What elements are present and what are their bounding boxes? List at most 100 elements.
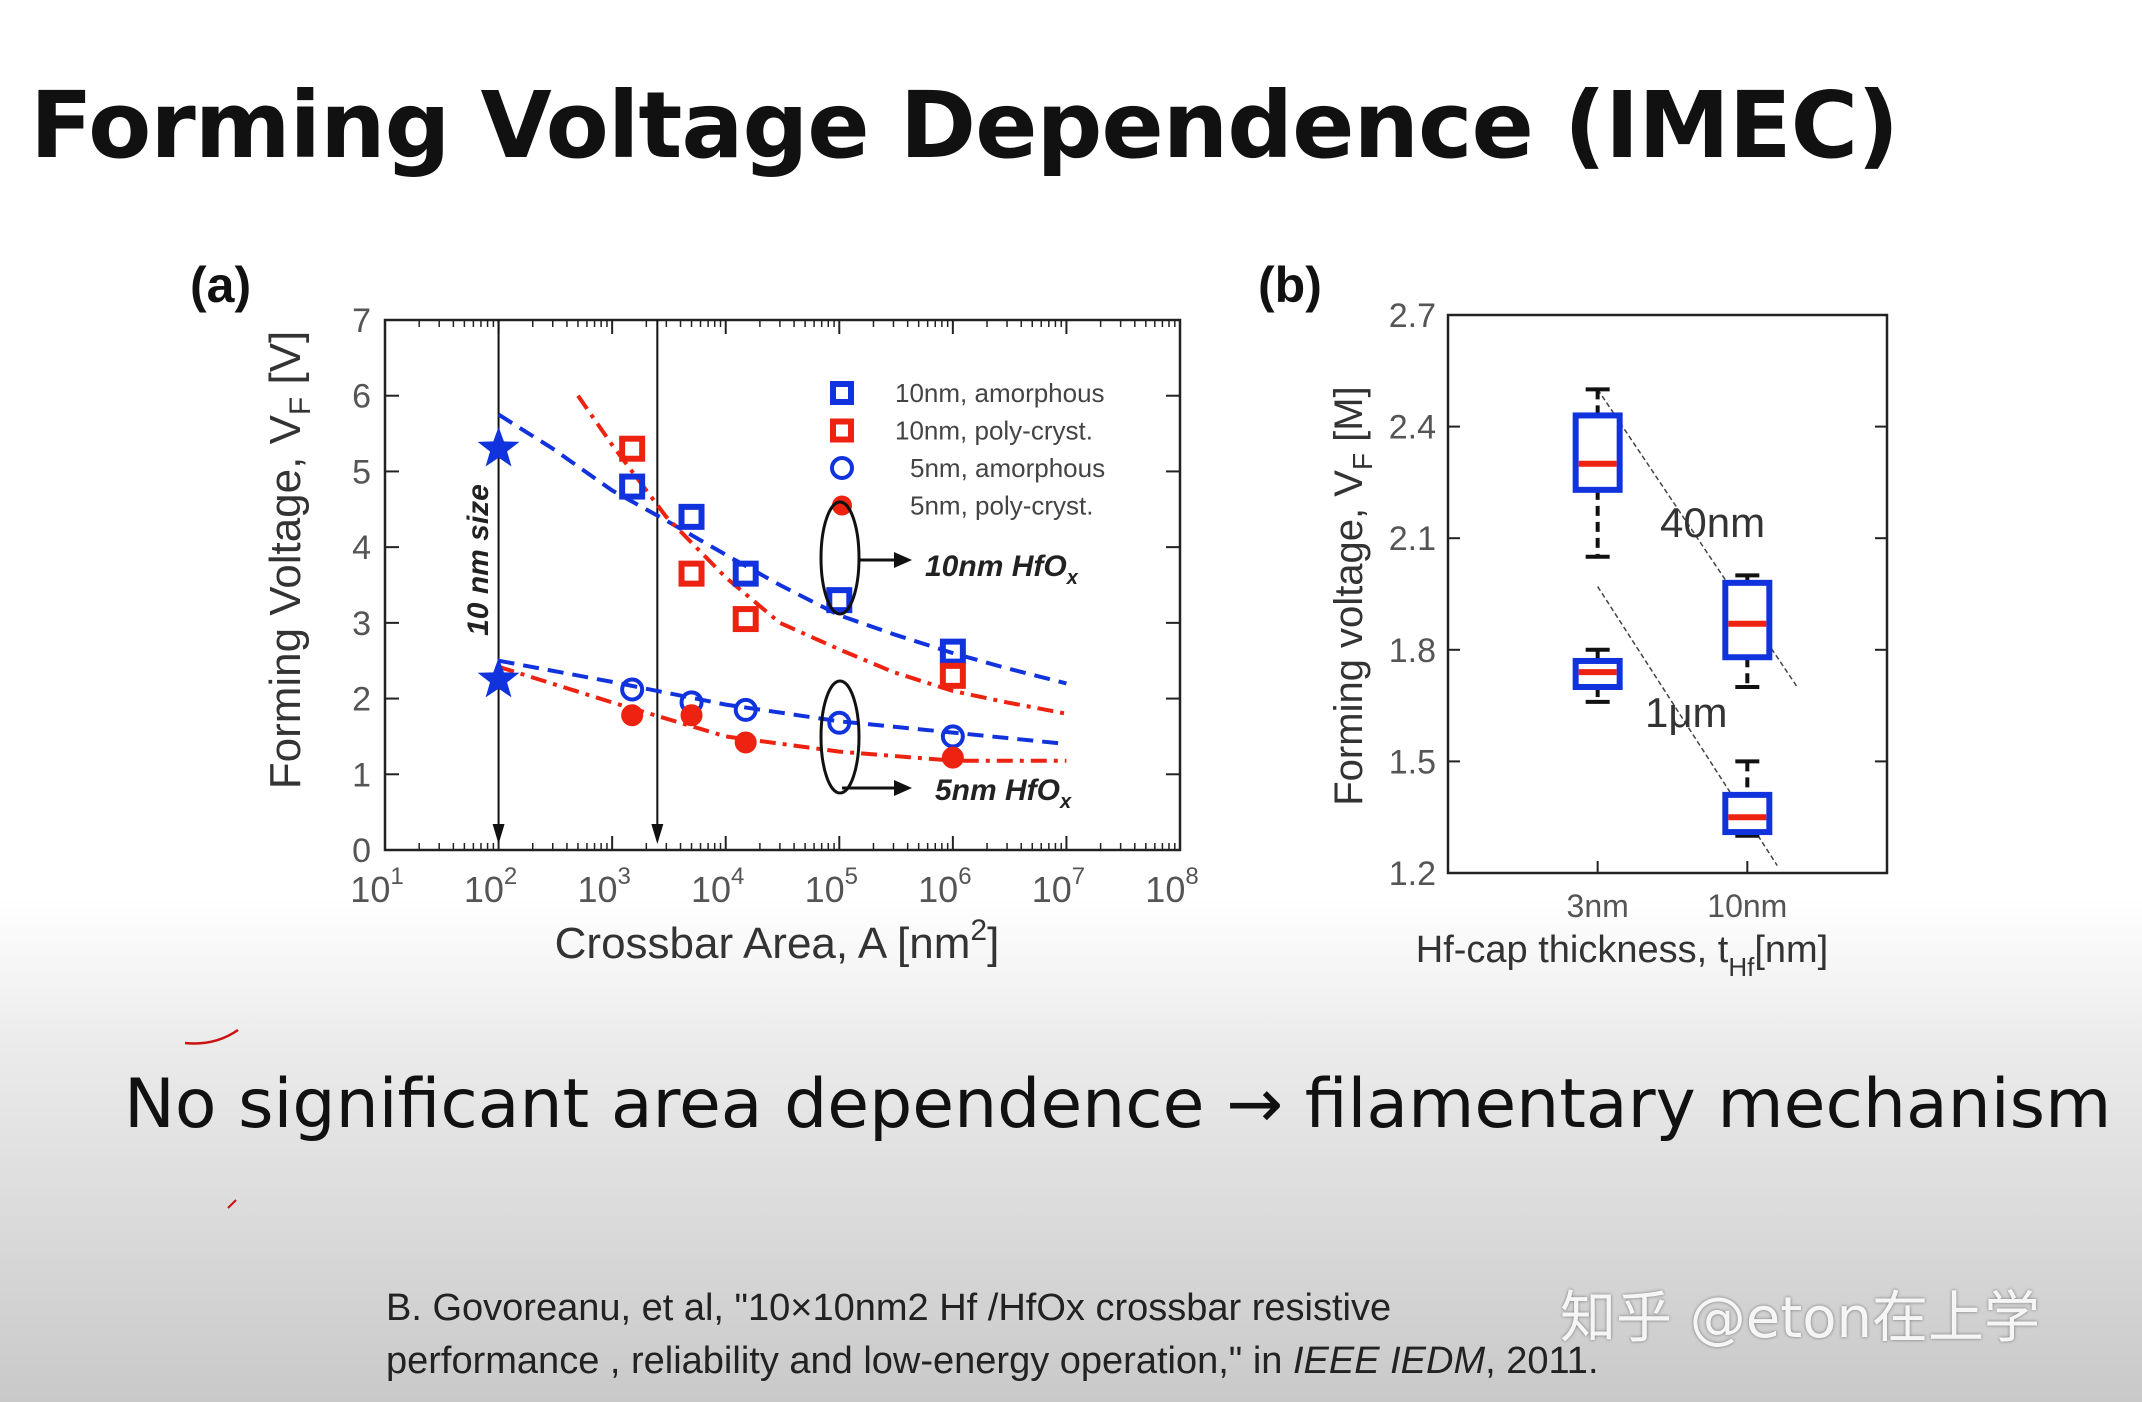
chart-b-xlabel: Hf-cap thickness, tHf[nm] xyxy=(1416,929,1828,982)
x-tick-exponent: 3 xyxy=(617,863,630,890)
legend-marker xyxy=(832,495,852,516)
group-label: 5nm HfOx xyxy=(935,774,1072,813)
x-tick-label: 101 xyxy=(350,863,403,910)
x-tick-label: 102 xyxy=(464,863,517,910)
group-label: 10nm HfOx xyxy=(925,550,1079,589)
x-tick-base: 10 xyxy=(918,869,958,910)
star-marker xyxy=(477,426,520,467)
y-tick-label: 5 xyxy=(352,453,371,491)
data-point-square xyxy=(939,638,966,665)
x-tick-exponent: 8 xyxy=(1185,863,1198,890)
group-arrow-head xyxy=(894,780,912,796)
slide-title: Forming Voltage Dependence (IMEC) xyxy=(30,72,1899,179)
y-tick-label: 2.7 xyxy=(1389,297,1436,335)
group-ellipse xyxy=(819,679,861,795)
citation: B. Govoreanu, et al, "10×10nm2 Hf /HfOx … xyxy=(386,1282,1599,1388)
data-point-circle xyxy=(733,697,758,722)
group-arrow-head xyxy=(894,552,912,568)
legend-label: 5nm, poly-cryst. xyxy=(910,491,1094,521)
citation-line-1: B. Govoreanu, et al, "10×10nm2 Hf /HfOx … xyxy=(386,1287,1392,1329)
chart-a-ylabel: Forming Voltage, VF [V] xyxy=(261,331,317,790)
data-point-square xyxy=(678,560,705,587)
group-ellipse xyxy=(819,500,861,616)
box-iqr xyxy=(1722,791,1773,836)
chart-b-frame xyxy=(1446,313,1889,875)
box-iqr xyxy=(1572,412,1623,493)
pen-mark xyxy=(227,1199,237,1209)
group-label-40nm: 40nm xyxy=(1660,499,1765,546)
x-tick-label: 10nm xyxy=(1707,888,1787,924)
x-tick-exponent: 5 xyxy=(845,863,858,890)
data-point-circle xyxy=(621,704,644,727)
area-arrow-head xyxy=(651,824,664,844)
group-label-sub: x xyxy=(1059,791,1072,813)
x-tick-label: 107 xyxy=(1032,863,1085,910)
box-iqr xyxy=(1722,579,1773,661)
fit-curve-3 xyxy=(498,658,1067,746)
legend-label: 5nm, amorphous xyxy=(910,453,1105,483)
citation-journal: IEEE IEDM xyxy=(1292,1340,1486,1382)
y-tick-label: 2 xyxy=(352,681,371,719)
panel-a-label: (a) xyxy=(190,257,251,313)
x-tick-exponent: 7 xyxy=(1072,863,1085,890)
x-tick-exponent: 2 xyxy=(504,863,517,890)
x-tick-base: 10 xyxy=(1145,869,1185,910)
size-annotation: 10 nm size xyxy=(462,484,495,636)
x-tick-label: 106 xyxy=(918,863,971,910)
legend-label: 10nm, poly-cryst. xyxy=(895,416,1093,446)
y-tick-label: 1 xyxy=(352,756,371,794)
conclusion-text: No significant area dependence → filamen… xyxy=(124,1065,2112,1144)
data-point-square xyxy=(826,587,853,614)
group-label-text: 5nm HfO xyxy=(935,774,1060,807)
group-label-sub: x xyxy=(1066,567,1079,589)
data-point-square xyxy=(619,435,646,462)
data-point-circle xyxy=(940,724,965,749)
citation-line-2: performance , reliability and low-energy… xyxy=(386,1335,1599,1388)
x-tick-label: 105 xyxy=(805,863,858,910)
chart-b: 1.2 1.5 1.8 2.1 2.4 2.7 3nm 10nm 40nm 1μm xyxy=(1389,297,1889,924)
x-tick-base: 10 xyxy=(691,869,731,910)
x-tick-base: 10 xyxy=(1032,869,1072,910)
data-point-circle xyxy=(827,710,852,735)
area-arrow-head xyxy=(492,824,505,844)
x-tick-exponent: 1 xyxy=(390,863,403,890)
data-point-square xyxy=(732,560,759,587)
chart-a-xlabel: Crossbar Area, A [nm2] xyxy=(555,914,1000,968)
group-label-1um: 1μm xyxy=(1645,689,1728,736)
x-tick-exponent: 4 xyxy=(731,863,744,890)
chart-a-frame xyxy=(383,318,1182,852)
legend-marker xyxy=(830,418,854,443)
watermark: 知乎 @eton在上学 xyxy=(1560,1286,2040,1351)
group-label-text: 10nm HfO xyxy=(925,550,1067,583)
x-tick-base: 10 xyxy=(350,869,390,910)
data-point-circle xyxy=(620,677,645,702)
data-point-circle xyxy=(680,704,703,727)
y-tick-label: 6 xyxy=(352,378,371,416)
citation-text: performance , reliability and low-energy… xyxy=(386,1340,1293,1382)
x-tick-base: 10 xyxy=(805,869,845,910)
y-tick-label: 7 xyxy=(352,302,371,340)
y-tick-label: 2.1 xyxy=(1389,520,1436,558)
fit-curve-1 xyxy=(497,412,1067,686)
data-point-square xyxy=(678,503,705,530)
y-tick-label: 0 xyxy=(352,832,371,870)
data-point-square xyxy=(732,606,759,633)
x-tick-label: 104 xyxy=(691,863,744,910)
x-tick-label: 3nm xyxy=(1567,888,1629,924)
y-tick-label: 3 xyxy=(352,605,371,643)
y-tick-label: 4 xyxy=(352,529,371,567)
y-tick-label: 1.8 xyxy=(1389,632,1436,670)
data-point-circle xyxy=(941,746,964,769)
data-point-square xyxy=(619,473,646,500)
data-point-square xyxy=(939,662,966,689)
x-tick-label: 103 xyxy=(577,863,630,910)
citation-year: , 2011. xyxy=(1485,1340,1599,1382)
legend-marker xyxy=(830,456,854,480)
legend-label: 10nm, amorphous xyxy=(895,378,1105,408)
pen-mark xyxy=(184,1028,239,1045)
x-tick-base: 10 xyxy=(577,869,617,910)
legend-marker xyxy=(830,381,854,405)
star-marker xyxy=(477,657,520,698)
